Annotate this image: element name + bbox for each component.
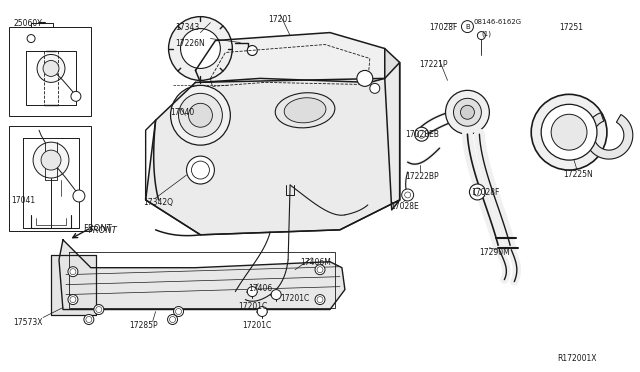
Circle shape (551, 114, 587, 150)
Circle shape (68, 267, 78, 277)
Bar (9, 26, 91, 116)
Circle shape (315, 265, 325, 275)
Circle shape (94, 305, 104, 314)
Text: 17041: 17041 (11, 196, 35, 205)
Circle shape (357, 70, 373, 86)
Circle shape (247, 286, 257, 296)
Circle shape (179, 93, 222, 137)
Text: (1): (1) (481, 31, 492, 37)
Circle shape (454, 98, 481, 126)
Text: 17406M: 17406M (300, 258, 331, 267)
Circle shape (71, 92, 81, 101)
Text: 17221P: 17221P (420, 61, 448, 70)
Bar (9, 126, 91, 231)
Circle shape (189, 103, 212, 127)
Text: FRONT: FRONT (89, 226, 118, 235)
Circle shape (477, 32, 485, 39)
Circle shape (68, 295, 78, 305)
Text: 17201: 17201 (268, 15, 292, 24)
Ellipse shape (275, 93, 335, 128)
Circle shape (180, 29, 220, 68)
Circle shape (541, 104, 597, 160)
Polygon shape (146, 62, 400, 235)
Polygon shape (59, 240, 345, 310)
Text: 17201C: 17201C (238, 302, 268, 311)
Circle shape (370, 83, 380, 93)
Text: 17573X: 17573X (13, 318, 43, 327)
Circle shape (27, 35, 35, 42)
Text: 17225N: 17225N (563, 170, 593, 179)
Text: 17040: 17040 (171, 108, 195, 117)
Polygon shape (195, 33, 385, 82)
Circle shape (186, 156, 214, 184)
Polygon shape (585, 113, 633, 159)
Text: 17201C: 17201C (280, 294, 309, 302)
Text: 17028E: 17028E (390, 202, 419, 211)
Circle shape (171, 86, 230, 145)
Circle shape (73, 190, 85, 202)
Text: 17406: 17406 (248, 283, 273, 293)
Circle shape (168, 314, 177, 324)
Text: 25060Y: 25060Y (13, 19, 42, 28)
Circle shape (257, 307, 267, 317)
Circle shape (247, 45, 257, 55)
Circle shape (271, 290, 281, 299)
Circle shape (33, 142, 69, 178)
Polygon shape (51, 255, 96, 314)
Circle shape (445, 90, 490, 134)
Circle shape (415, 127, 429, 141)
Text: 17028F: 17028F (429, 23, 458, 32)
Circle shape (402, 189, 413, 201)
Circle shape (43, 61, 59, 76)
Ellipse shape (284, 98, 326, 123)
Circle shape (531, 94, 607, 170)
Text: 17285P: 17285P (129, 321, 157, 330)
Circle shape (315, 295, 325, 305)
Text: 17342Q: 17342Q (143, 198, 173, 207)
Text: 17028F: 17028F (472, 188, 500, 197)
Text: R172001X: R172001X (557, 355, 596, 363)
Text: 17226N: 17226N (175, 39, 205, 48)
Text: 17201C: 17201C (243, 321, 271, 330)
Circle shape (460, 105, 474, 119)
Text: 08146-6162G: 08146-6162G (474, 19, 522, 25)
Circle shape (41, 150, 61, 170)
Circle shape (168, 17, 232, 80)
Circle shape (37, 54, 65, 82)
Circle shape (173, 307, 184, 317)
Text: 17343: 17343 (175, 23, 200, 32)
Text: 17251: 17251 (559, 23, 583, 32)
Circle shape (84, 314, 94, 324)
Polygon shape (385, 48, 400, 210)
Text: FRONT: FRONT (83, 224, 111, 233)
Text: B: B (465, 23, 470, 30)
Text: 17290M: 17290M (479, 248, 510, 257)
Circle shape (469, 184, 485, 200)
Text: 17222BP: 17222BP (406, 172, 439, 181)
Text: 17028EB: 17028EB (406, 130, 440, 139)
